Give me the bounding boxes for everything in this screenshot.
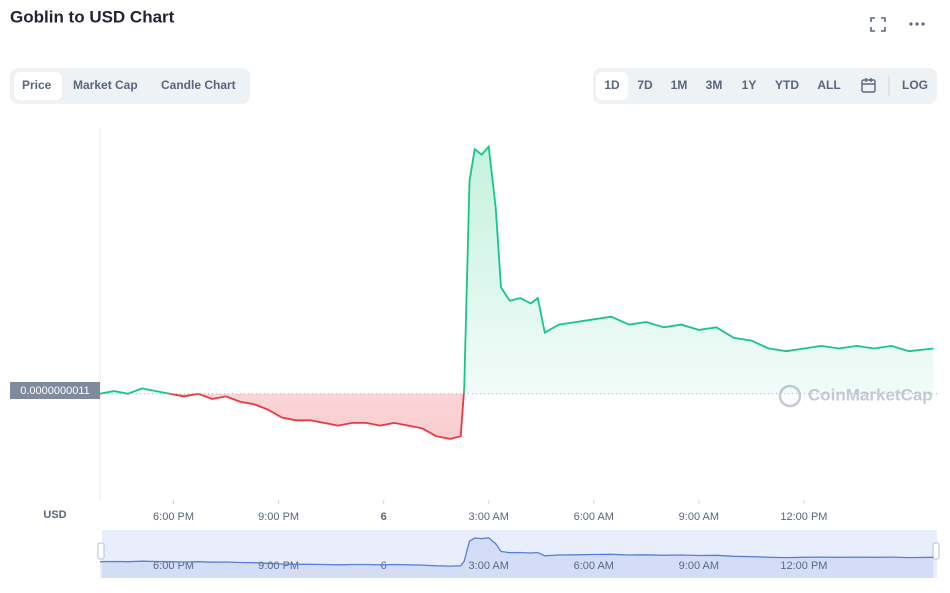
range-button[interactable]: YTD: [775, 78, 799, 92]
tab-active: [14, 72, 62, 100]
range-button[interactable]: 3M: [706, 78, 723, 92]
nav-tick-label: 6:00 AM: [574, 560, 614, 572]
nav-tick-label: 9:00 AM: [679, 560, 719, 572]
title: Goblin to USD Chart: [10, 7, 175, 26]
log-button[interactable]: LOG: [902, 78, 928, 92]
nav-tick-label: 6:00 PM: [153, 560, 194, 572]
tab-button[interactable]: Price: [22, 78, 52, 92]
x-tick-label: 9:00 PM: [258, 511, 299, 523]
price-line-up: [100, 144, 934, 394]
area-down: [170, 393, 464, 439]
range-group: [593, 68, 937, 104]
tab-button[interactable]: Market Cap: [73, 78, 138, 92]
range-button[interactable]: 1D: [604, 78, 620, 92]
range-button[interactable]: ALL: [817, 78, 840, 92]
range-button[interactable]: 1Y: [742, 78, 757, 92]
reference-label: 0.0000000011: [20, 385, 90, 397]
x-tick-label: 6:00 PM: [153, 511, 194, 523]
tab-button[interactable]: Candle Chart: [161, 78, 236, 92]
navigator-handle[interactable]: [97, 542, 105, 560]
y-axis-label: USD: [43, 509, 66, 521]
calendar-icon[interactable]: [861, 78, 876, 93]
more-icon[interactable]: [909, 22, 925, 26]
range-button[interactable]: 1M: [671, 78, 688, 92]
x-tick-label: 12:00 PM: [780, 511, 827, 523]
range-active: [596, 72, 628, 100]
navigator: [102, 530, 937, 578]
area-up: [100, 146, 934, 394]
navigator-area: [100, 537, 934, 578]
price-line-down: [100, 393, 465, 440]
navigator-handle[interactable]: [932, 542, 940, 560]
navigator-line: [99, 537, 934, 567]
nav-tick-label: 12:00 PM: [780, 560, 827, 572]
nav-tick-label: 6: [381, 560, 387, 572]
x-tick-label: 6:00 AM: [574, 511, 614, 523]
x-tick-label: 3:00 AM: [469, 511, 509, 523]
nav-tick-label: 3:00 AM: [469, 560, 509, 572]
x-tick-label: 6: [381, 511, 387, 523]
range-button[interactable]: 7D: [637, 78, 653, 92]
fullscreen-icon[interactable]: [870, 17, 886, 32]
tab-group: [10, 68, 250, 104]
reference-box: [10, 382, 100, 399]
x-tick-label: 9:00 AM: [679, 511, 719, 523]
